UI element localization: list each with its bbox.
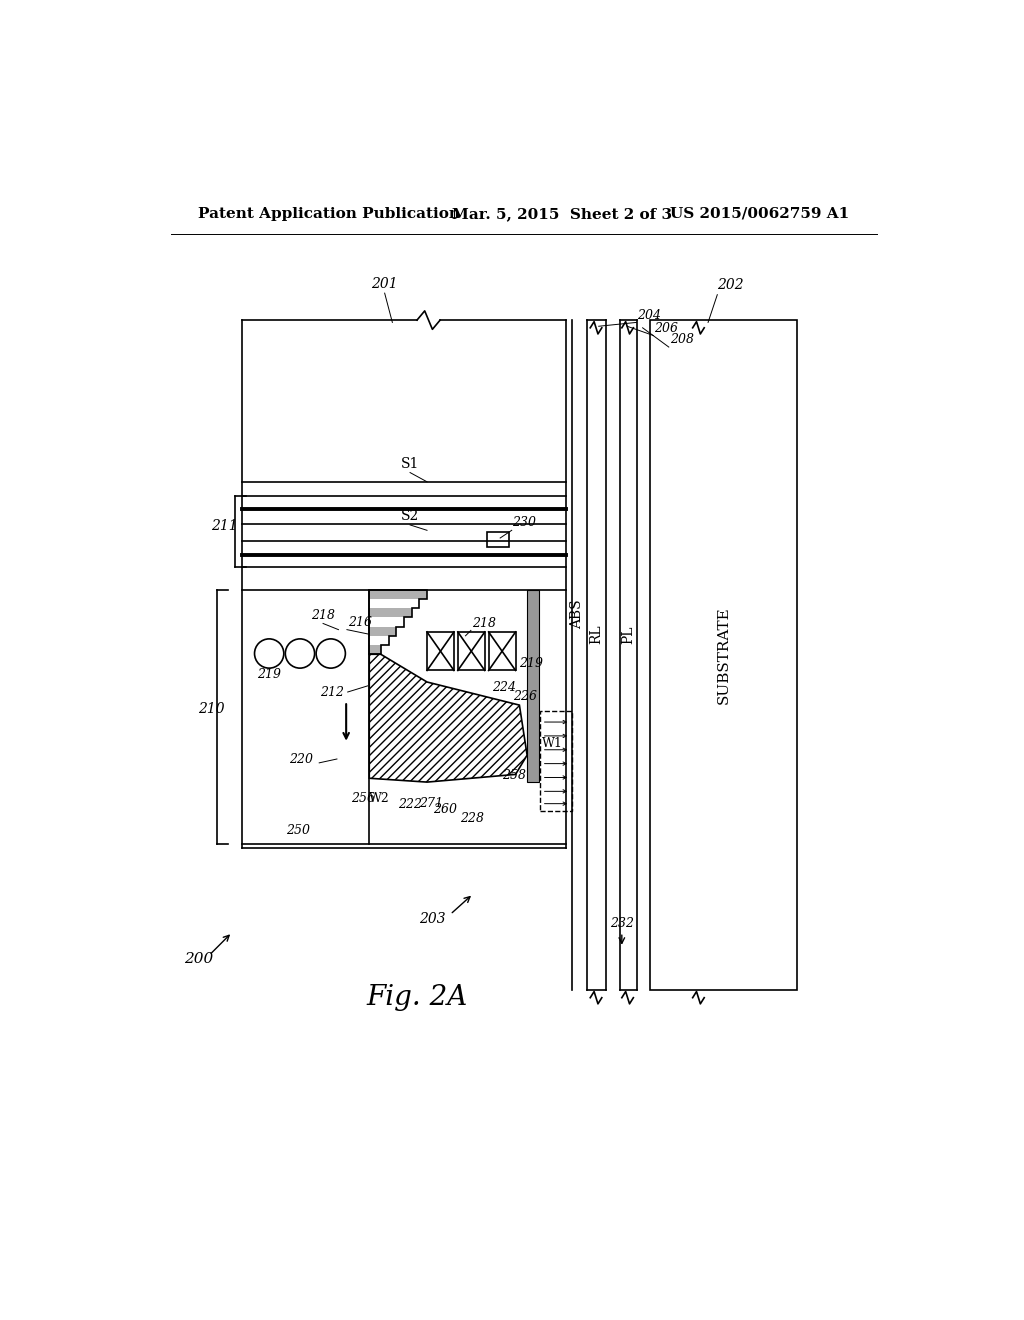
Text: Fig. 2A: Fig. 2A	[367, 985, 468, 1011]
Text: Mar. 5, 2015  Sheet 2 of 3: Mar. 5, 2015 Sheet 2 of 3	[453, 207, 673, 220]
Bar	[488, 632, 515, 671]
Text: W2: W2	[369, 792, 390, 805]
Text: SUBSTRATE: SUBSTRATE	[717, 606, 730, 704]
Text: S1: S1	[400, 457, 419, 471]
Text: 216: 216	[348, 616, 372, 628]
Text: 260: 260	[433, 803, 457, 816]
Text: 212: 212	[321, 686, 344, 698]
Text: 204: 204	[637, 309, 662, 322]
Bar	[487, 532, 509, 548]
Text: 208: 208	[670, 333, 693, 346]
Text: 228: 228	[460, 812, 483, 825]
Text: 202: 202	[717, 279, 743, 292]
Text: 206: 206	[654, 322, 678, 335]
Text: 250: 250	[287, 825, 310, 837]
Bar	[370, 645, 381, 655]
Text: 232: 232	[610, 917, 634, 929]
Text: S2: S2	[401, 510, 419, 523]
Text: US 2015/0062759 A1: US 2015/0062759 A1	[670, 207, 849, 220]
Text: 230: 230	[512, 516, 537, 529]
Text: 219: 219	[519, 656, 544, 669]
Text: 226: 226	[513, 690, 538, 704]
Text: ABS: ABS	[570, 599, 584, 630]
Text: 218: 218	[472, 616, 496, 630]
Bar	[370, 627, 396, 636]
Text: 219: 219	[257, 668, 282, 681]
Bar	[427, 632, 454, 671]
Text: 271: 271	[419, 797, 443, 809]
Text: 222: 222	[398, 797, 422, 810]
Text: 258: 258	[503, 770, 526, 781]
Polygon shape	[370, 655, 527, 781]
Text: Patent Application Publication: Patent Application Publication	[199, 207, 461, 220]
Text: RL: RL	[590, 624, 603, 644]
Text: 224: 224	[493, 681, 516, 694]
Bar	[370, 618, 403, 627]
Bar	[650, 321, 797, 990]
Text: 218: 218	[311, 609, 335, 622]
Text: 200: 200	[183, 952, 213, 966]
Text: W1: W1	[542, 738, 563, 751]
Bar	[370, 636, 388, 645]
Bar	[370, 590, 427, 599]
Text: 210: 210	[198, 702, 224, 715]
Text: 211: 211	[211, 519, 238, 533]
Bar	[458, 632, 484, 671]
Bar	[370, 599, 419, 609]
Bar	[370, 609, 412, 618]
Text: 220: 220	[290, 752, 313, 766]
Text: 256: 256	[351, 792, 375, 805]
Text: 203: 203	[419, 912, 445, 927]
Bar	[541, 711, 571, 812]
Text: PL: PL	[622, 624, 636, 644]
Bar	[527, 590, 539, 781]
Text: 201: 201	[372, 277, 398, 290]
